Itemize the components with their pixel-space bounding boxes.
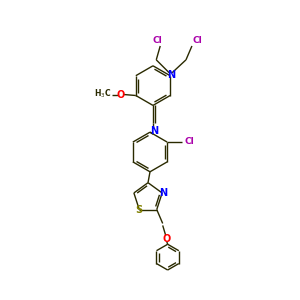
Text: Cl: Cl (152, 35, 162, 44)
Text: N: N (159, 188, 167, 198)
Text: Cl: Cl (184, 136, 194, 146)
Text: O: O (117, 89, 125, 100)
Text: N: N (150, 126, 158, 136)
Text: O: O (163, 234, 171, 244)
Text: Cl: Cl (193, 35, 203, 44)
Text: N: N (167, 70, 175, 80)
Text: S: S (136, 205, 143, 214)
Text: H$_3$C: H$_3$C (94, 87, 111, 100)
